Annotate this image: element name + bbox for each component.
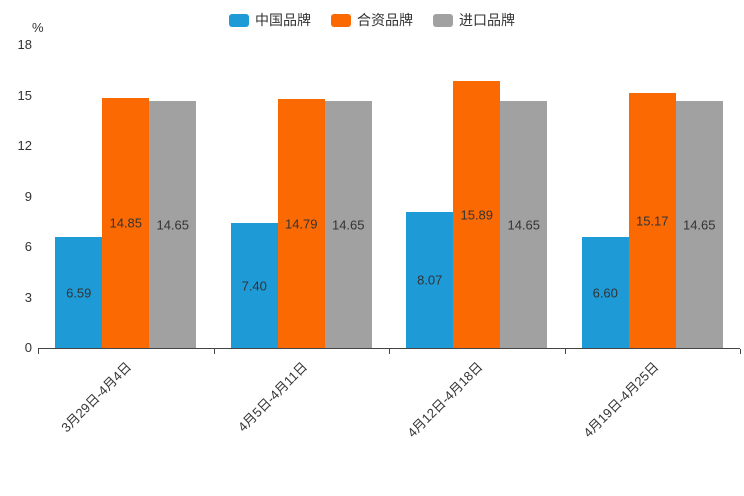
y-axis-unit-label: % [32,20,44,35]
legend-label: 进口品牌 [459,12,515,28]
y-tick-label: 6 [24,239,32,254]
x-tick-label: 3月29日-4月4日 [58,359,135,436]
bar-进口品牌: 14.65 [675,101,723,348]
bar-value-label: 6.59 [66,285,92,300]
x-axis-tick [389,349,390,354]
y-tick-label: 18 [17,37,32,52]
bar-中国品牌: 6.59 [55,237,103,348]
bar-中国品牌: 8.07 [406,212,454,348]
y-tick-label: 9 [24,188,32,204]
legend-item-3[interactable]: 进口品牌 [433,10,515,30]
plot-area: 6.59 14.85 14.65 7.40 14.79 14.65 8.07 15.89 14.… [38,45,740,349]
bar-value-label: 14.65 [507,217,541,232]
bar-value-label: 14.65 [331,217,365,232]
bar-合资品牌: 14.85 [102,98,150,348]
y-tick-label: 12 [17,138,32,153]
legend-marker-icon [433,13,453,27]
bar-进口品牌: 14.65 [149,101,197,348]
bar-value-label: 14.79 [284,216,318,231]
legend-label: 中国品牌 [255,12,311,28]
bar-value-label: 14.65 [682,217,716,232]
y-tick-label: 3 [24,289,32,305]
x-axis-tick [38,349,39,354]
bar-group: 7.40 14.79 14.65 [214,45,390,348]
x-tick-label: 4月5日-4月11日 [234,359,310,435]
bar-value-label: 6.60 [592,285,618,300]
x-axis-tick [565,349,566,354]
bar-value-label: 15.17 [635,213,669,228]
bar-group: 6.60 15.17 14.65 [565,45,741,348]
x-tick-label: 4月19日-4月25日 [579,359,661,441]
bar-value-label: 7.40 [241,278,267,293]
bar-合资品牌: 15.89 [453,81,501,348]
bar-group: 8.07 15.89 14.65 [389,45,565,348]
x-tick-label: 4月12日-4月18日 [404,359,486,441]
bar-group: 6.59 14.85 14.65 [38,45,214,348]
legend-marker-icon [331,13,351,27]
legend: 中国品牌 合资品牌 进口品牌 [0,10,744,30]
bar-合资品牌: 14.79 [277,99,325,348]
legend-label: 合资品牌 [357,12,413,28]
bar-value-label: 14.65 [156,217,190,232]
bar-中国品牌: 7.40 [230,223,278,348]
bar-中国品牌: 6.60 [581,237,629,348]
x-axis-tick [740,349,741,354]
bar-value-label: 8.07 [417,272,443,288]
legend-item-2[interactable]: 合资品牌 [331,10,413,30]
y-tick-label: 15 [17,87,32,103]
bar-进口品牌: 14.65 [500,101,548,348]
y-tick-label: 0 [24,340,32,355]
bar-进口品牌: 14.65 [324,101,372,348]
bar-value-label: 15.89 [460,207,494,222]
x-axis-tick [214,349,215,354]
legend-marker-icon [229,13,249,27]
legend-item-1[interactable]: 中国品牌 [229,10,311,30]
bar-value-label: 14.85 [109,215,143,231]
bar-合资品牌: 15.17 [628,93,676,348]
